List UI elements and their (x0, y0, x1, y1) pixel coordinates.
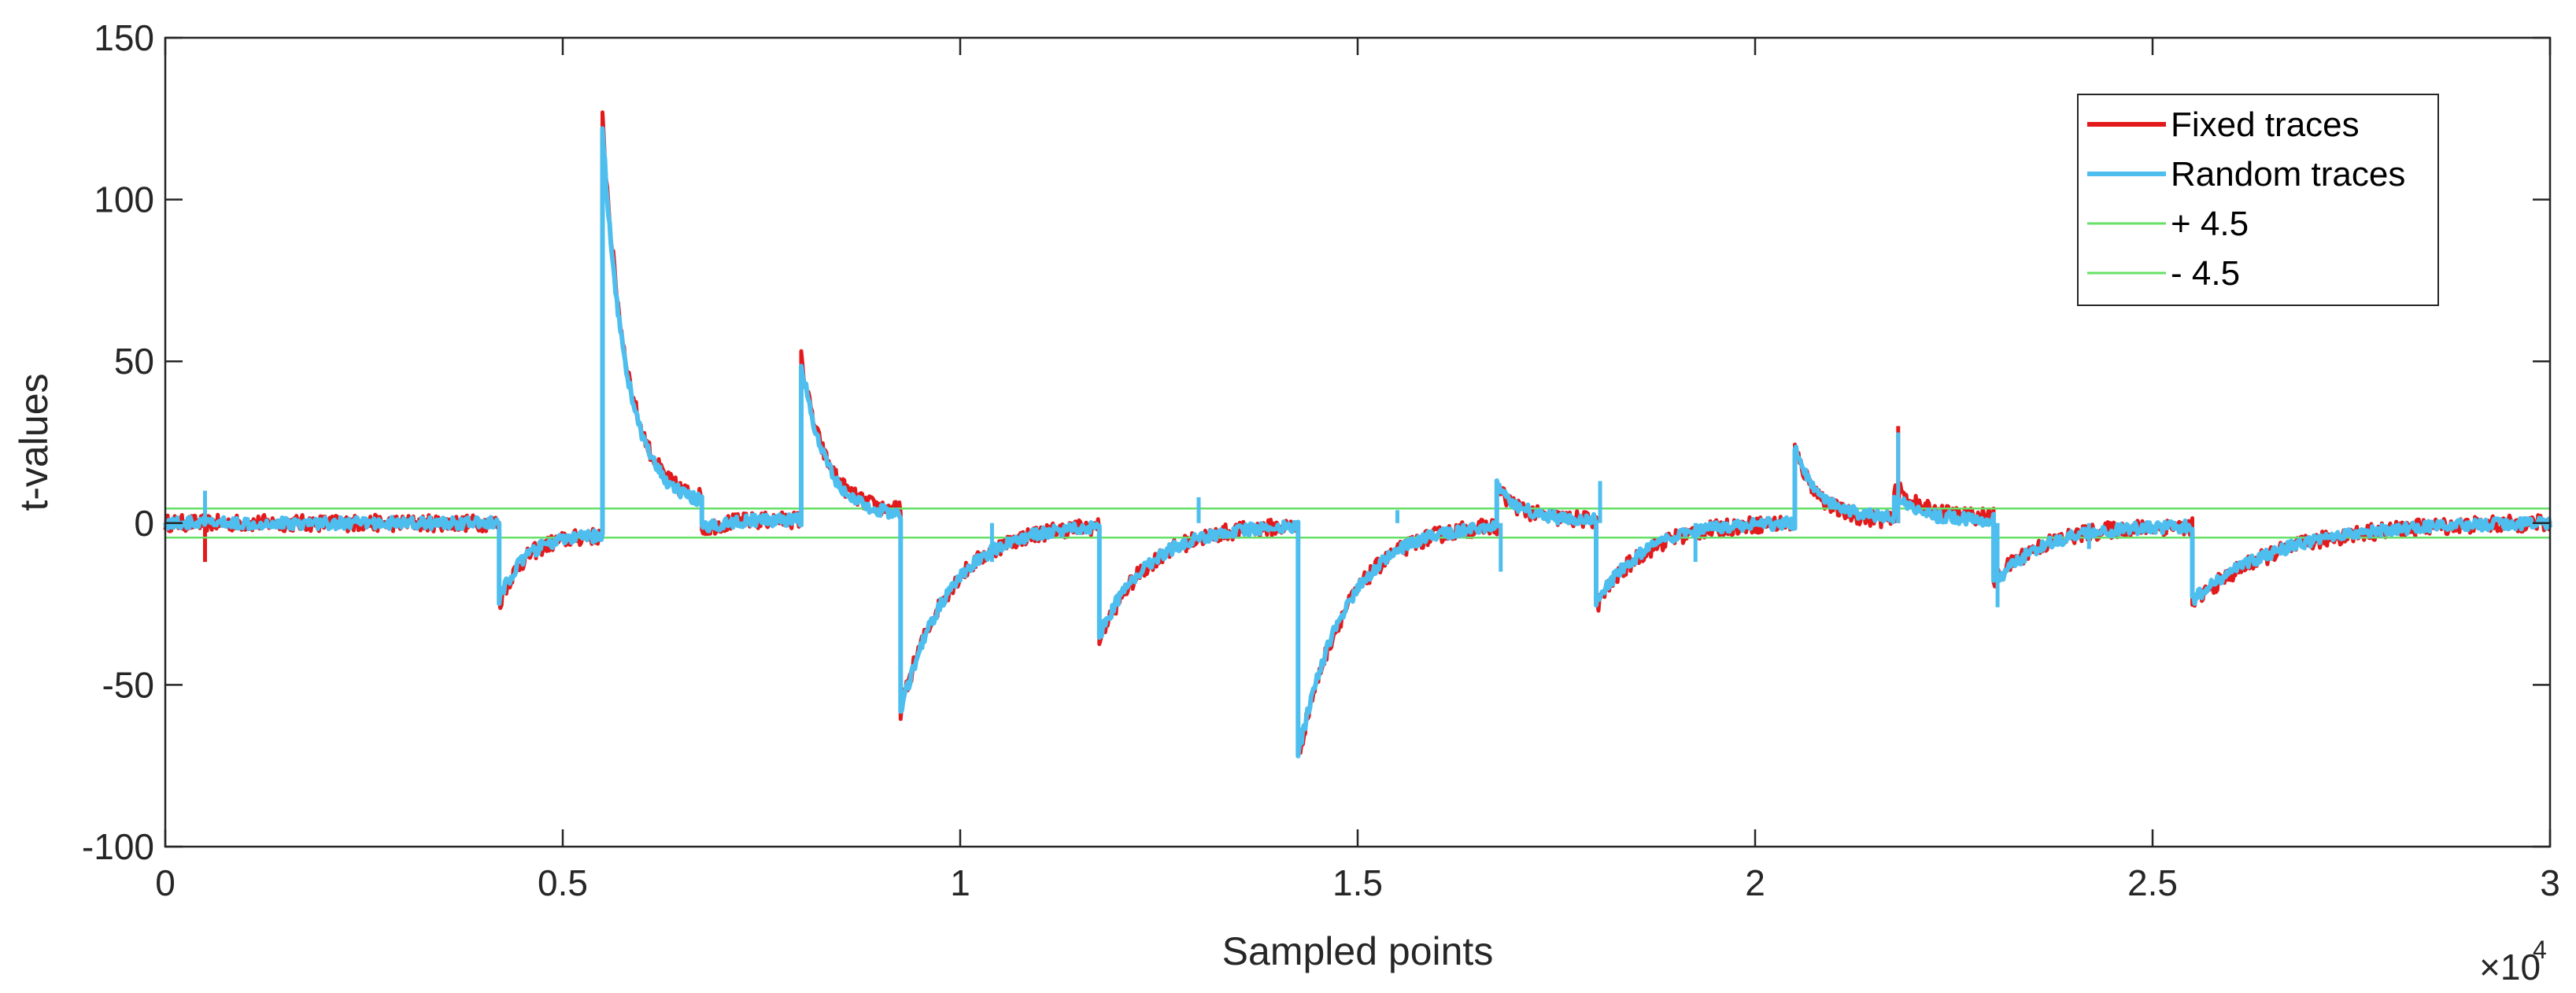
x-axis-ticks: 0 0.5 1 1.5 2 2.5 3 (155, 38, 2560, 903)
x-tick-label: 1.5 (1332, 862, 1383, 903)
x-tick-label: 1 (950, 862, 970, 903)
y-tick-label: 50 (114, 341, 154, 382)
y-tick-label: -100 (82, 826, 154, 867)
legend-label: + 4.5 (2171, 205, 2249, 243)
random-traces-line (163, 126, 2552, 759)
y-axis-label: t-values (12, 373, 56, 511)
x-tick-label: 0.5 (538, 862, 588, 903)
legend-label: - 4.5 (2171, 254, 2240, 293)
x-exponent-label: ×10 4 (2479, 936, 2547, 987)
legend-label: Fixed traces (2171, 105, 2360, 144)
legend-label: Random traces (2171, 155, 2405, 194)
y-tick-label: 150 (94, 17, 154, 58)
legend-items: Fixed traces Random traces + 4.5 - 4.5 (2087, 105, 2405, 293)
y-tick-label: 100 (94, 179, 154, 220)
series-layer (163, 110, 2552, 759)
legend: Fixed traces Random traces + 4.5 - 4.5 (2077, 94, 2439, 306)
x-tick-label: 2.5 (2127, 862, 2178, 903)
y-axis-ticks: -100 -50 0 50 100 150 (82, 17, 2550, 867)
x-exponent-power: 4 (2533, 936, 2547, 964)
x-tick-label: 3 (2540, 862, 2560, 903)
legend-box (2077, 94, 2439, 306)
y-tick-label: -50 (102, 664, 154, 705)
x-tick-label: 2 (1745, 862, 1765, 903)
x-exponent-base: ×10 (2479, 947, 2541, 987)
y-tick-label: 0 (134, 503, 154, 544)
x-tick-label: 0 (155, 862, 176, 903)
x-axis-label: Sampled points (1222, 929, 1494, 973)
